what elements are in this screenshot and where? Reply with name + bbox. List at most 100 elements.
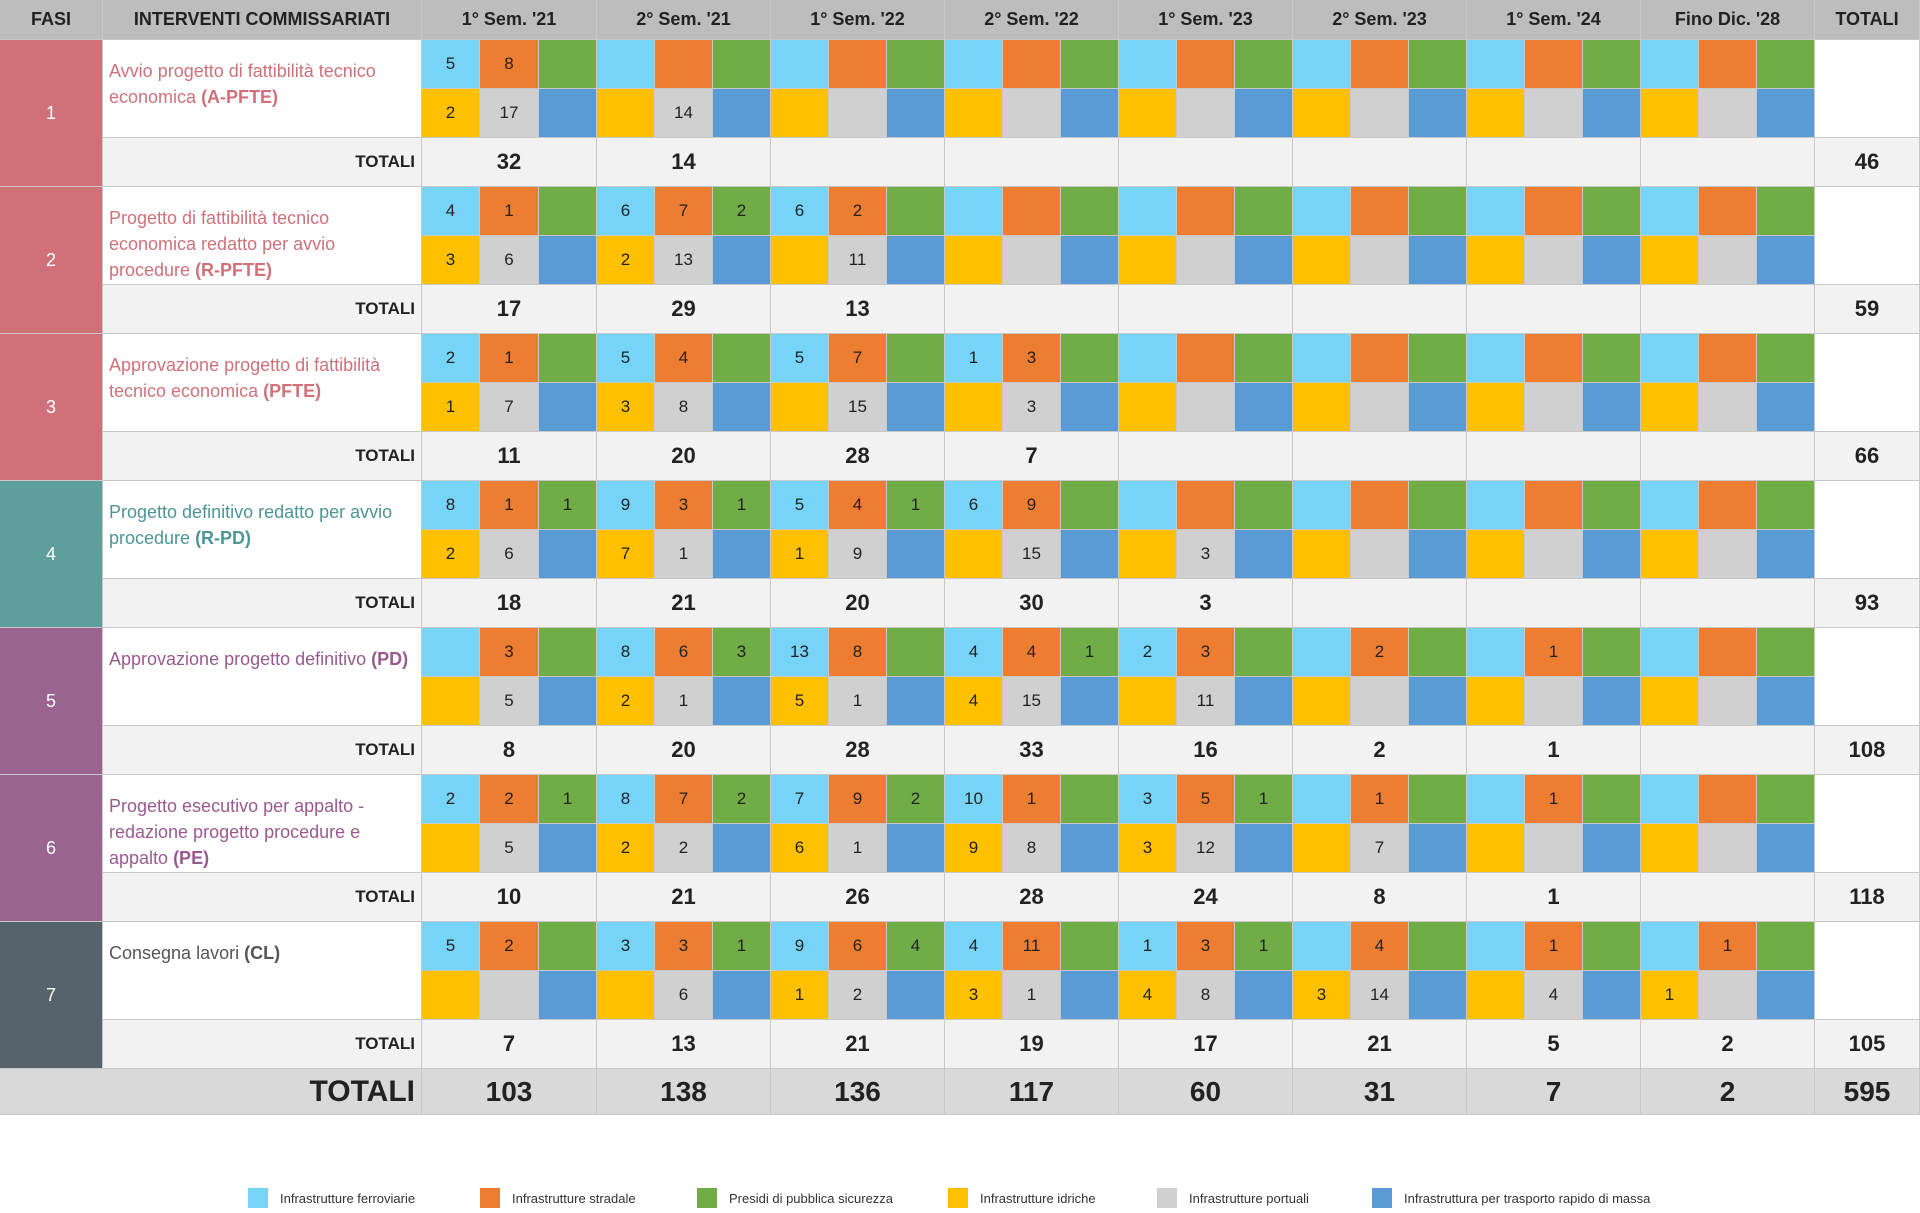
value-cell-ferroviarie: 4 [945,628,1003,677]
phase-description-text: Avvio progetto di fattibilità tecnico ec… [109,61,376,107]
value-cell-trasporto [1235,677,1293,726]
legend: Infrastrutture ferroviarie Infrastrutture… [0,1185,1920,1211]
value-cell-idriche [422,971,480,1020]
value-cell-portuali [1177,89,1235,138]
phase-description: Approvazione progetto di fattibilità tec… [103,334,422,432]
value-cell-sicurezza [1757,334,1815,383]
value-cell-trasporto [539,236,597,285]
value-cell-trasporto [1409,236,1467,285]
value-cell-stradale [655,40,713,89]
value-cell-idriche [945,89,1003,138]
value-cell-sicurezza [1061,922,1119,971]
value-cell-ferroviarie [1293,187,1351,236]
value-cell-stradale: 1 [1525,628,1583,677]
header-period: Fino Dic. '28 [1641,0,1815,40]
period-total [1467,579,1641,628]
value-cell-sicurezza [1583,40,1641,89]
period-total: 20 [597,726,771,775]
totals-label: TOTALI [103,726,422,775]
period-total: 11 [422,432,597,481]
value-cell-sicurezza: 1 [539,775,597,824]
value-cell-ferroviarie [1467,922,1525,971]
period-total [771,138,945,187]
period-total: 21 [1293,1020,1467,1069]
value-cell-trasporto [887,530,945,579]
value-cell-trasporto [1409,677,1467,726]
value-cell-stradale [1525,334,1583,383]
value-cell-trasporto [713,677,771,726]
value-cell-stradale: 2 [1351,628,1409,677]
value-cell-portuali: 2 [829,971,887,1020]
value-cell-ferroviarie [1641,628,1699,677]
value-cell-stradale [1177,40,1235,89]
value-cell-sicurezza: 1 [539,481,597,530]
phase-code: (PE) [173,848,210,868]
row-total-blank [1815,922,1920,1020]
value-cell-portuali [1525,89,1583,138]
period-total: 8 [1293,873,1467,922]
value-cell-portuali: 3 [1177,530,1235,579]
value-cell-trasporto [713,89,771,138]
value-cell-idriche [945,236,1003,285]
value-cell-trasporto [887,971,945,1020]
period-total [1119,138,1293,187]
value-cell-portuali: 1 [1003,971,1061,1020]
value-cell-stradale: 5 [1177,775,1235,824]
value-cell-idriche [771,383,829,432]
value-cell-trasporto [1235,971,1293,1020]
value-cell-idriche [1467,236,1525,285]
value-cell-ferroviarie [1293,334,1351,383]
value-cell-idriche [1293,677,1351,726]
value-cell-portuali [1003,236,1061,285]
value-cell-trasporto [1583,971,1641,1020]
value-cell-sicurezza [887,187,945,236]
value-cell-stradale [1699,481,1757,530]
value-cell-sicurezza [539,187,597,236]
row-total-blank [1815,775,1920,873]
value-cell-ferroviarie [1641,187,1699,236]
period-total: 13 [597,1020,771,1069]
period-total [1119,432,1293,481]
value-cell-trasporto [1409,971,1467,1020]
value-cell-ferroviarie: 10 [945,775,1003,824]
legend-label: Infrastrutture idriche [980,1190,1096,1206]
value-cell-sicurezza [887,334,945,383]
grand-total-value: 31 [1293,1069,1467,1115]
header-fasi: FASI [0,0,103,40]
value-cell-portuali: 1 [829,677,887,726]
value-cell-trasporto [887,824,945,873]
row-total-blank [1815,481,1920,579]
value-cell-portuali: 6 [655,971,713,1020]
value-cell-trasporto [539,824,597,873]
value-cell-portuali [1699,677,1757,726]
value-cell-portuali [1699,383,1757,432]
value-cell-idriche: 6 [771,824,829,873]
value-cell-ferroviarie: 5 [597,334,655,383]
phase-description: Progetto definitivo redatto per avvio pr… [103,481,422,579]
value-cell-ferroviarie: 5 [771,334,829,383]
value-cell-stradale: 3 [655,481,713,530]
period-total [1641,726,1815,775]
totals-label: TOTALI [103,432,422,481]
value-cell-trasporto [713,383,771,432]
value-cell-portuali: 1 [655,530,713,579]
period-total: 20 [771,579,945,628]
value-cell-ferroviarie: 6 [771,187,829,236]
value-cell-stradale: 9 [1003,481,1061,530]
value-cell-trasporto [539,530,597,579]
period-total [1293,579,1467,628]
value-cell-sicurezza [1061,187,1119,236]
value-cell-idriche: 9 [945,824,1003,873]
value-cell-trasporto [539,383,597,432]
value-cell-ferroviarie [1467,628,1525,677]
value-cell-sicurezza [1757,922,1815,971]
phase-description-text: Progetto esecutivo per appalto - redazio… [109,796,365,868]
value-cell-portuali [1177,383,1235,432]
period-total: 33 [945,726,1119,775]
row-total-blank [1815,187,1920,285]
value-cell-sicurezza [1235,40,1293,89]
value-cell-idriche: 4 [1119,971,1177,1020]
phase-code: (PD) [371,649,409,669]
value-cell-sicurezza: 1 [713,481,771,530]
value-cell-trasporto [887,236,945,285]
